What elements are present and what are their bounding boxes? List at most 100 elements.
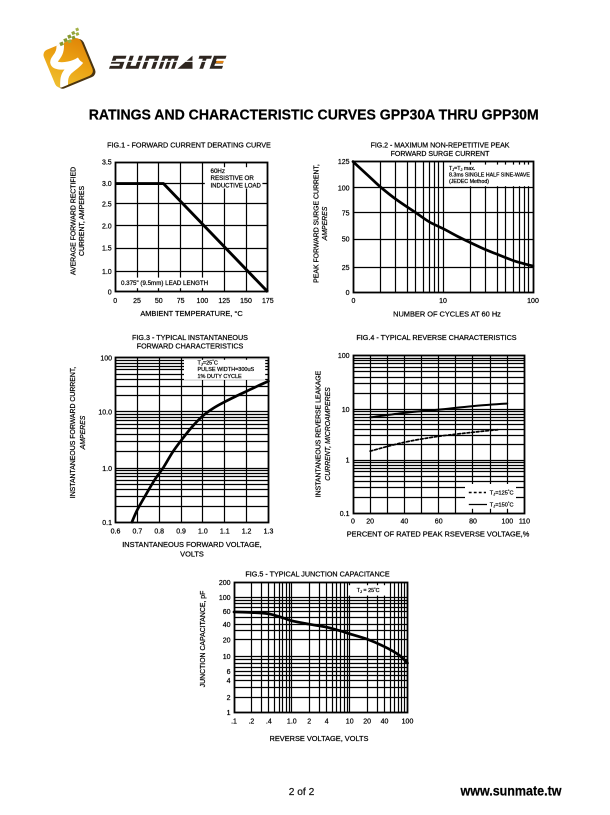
svg-text:25: 25 (342, 265, 350, 272)
svg-text:2 of 2: 2 of 2 (289, 787, 315, 798)
svg-text:INSTANTANEOUS REVERSE LEAKAGE: INSTANTANEOUS REVERSE LEAKAGE (316, 370, 323, 497)
svg-text:200: 200 (219, 580, 231, 587)
svg-text:www.sunmate.tw: www.sunmate.tw (460, 783, 562, 799)
svg-text:50: 50 (155, 298, 163, 305)
svg-text:60: 60 (435, 519, 443, 526)
svg-text:REVERSE VOLTAGE, VOLTS: REVERSE VOLTAGE, VOLTS (270, 734, 369, 743)
svg-text:FIG.3 - TYPICAL INSTANTANEOUS: FIG.3 - TYPICAL INSTANTANEOUS (132, 333, 248, 342)
svg-text:10: 10 (439, 298, 447, 305)
svg-text:PERCENT OF RATED PEAK RSEVERSE: PERCENT OF RATED PEAK RSEVERSE VOLTAGE,% (347, 530, 530, 539)
svg-text:0.6: 0.6 (111, 529, 121, 536)
svg-text:CURRENT, AMPERES: CURRENT, AMPERES (79, 186, 86, 256)
svg-text:RATINGS AND CHARACTERISTIC CUR: RATINGS AND CHARACTERISTIC CURVES GPP30A… (89, 107, 539, 124)
svg-text:100: 100 (527, 298, 539, 305)
svg-text:100: 100 (402, 719, 414, 726)
svg-text:100: 100 (219, 595, 231, 602)
svg-text:0: 0 (346, 290, 350, 297)
svg-text:AMPERES: AMPERES (322, 206, 329, 241)
svg-text:8.3ms SINGLE HALF SINE-WAVE: 8.3ms SINGLE HALF SINE-WAVE (449, 172, 530, 178)
svg-text:RESISTIVE OR: RESISTIVE OR (211, 175, 255, 182)
svg-text:FIG.4 - TYPICAL REVERSE CHARAC: FIG.4 - TYPICAL REVERSE CHARACTERISTICS (356, 333, 516, 342)
svg-text:1.0: 1.0 (102, 466, 112, 473)
svg-text:125: 125 (218, 298, 230, 305)
svg-text:100: 100 (501, 519, 513, 526)
svg-text:NUMBER OF CYCLES AT 60 Hz: NUMBER OF CYCLES AT 60 Hz (393, 310, 501, 319)
svg-text:20: 20 (363, 719, 371, 726)
svg-text:FIG.1 - FORWARD CURRENT DERATI: FIG.1 - FORWARD CURRENT DERATING CURVE (107, 141, 271, 150)
svg-text:FORWARD SURGE CURRENT: FORWARD SURGE CURRENT (391, 151, 491, 158)
svg-text:INDUCTIVE LOAD: INDUCTIVE LOAD (211, 183, 262, 189)
svg-text:AMBIENT TEMPERATURE, °C: AMBIENT TEMPERATURE, °C (140, 309, 243, 318)
svg-text:FIG.2 - MAXIMUM NON-REPETITIVE: FIG.2 - MAXIMUM NON-REPETITIVE PEAK (371, 143, 510, 150)
svg-text:TJ=125°C: TJ=125°C (490, 489, 514, 497)
svg-text:75: 75 (342, 210, 350, 217)
svg-text:.2: .2 (248, 719, 254, 726)
svg-text:0.7: 0.7 (133, 529, 143, 536)
svg-text:40: 40 (401, 519, 409, 526)
svg-text:PULSE WIDTH=300uS: PULSE WIDTH=300uS (198, 367, 255, 373)
svg-text:(JEDEC Method): (JEDEC Method) (449, 179, 489, 185)
svg-text:0.1: 0.1 (340, 511, 350, 518)
svg-text:0.1: 0.1 (102, 520, 112, 527)
svg-text:0.375" (9.5mm) LEAD LENGTH: 0.375" (9.5mm) LEAD LENGTH (121, 280, 208, 287)
svg-text:1.0: 1.0 (287, 719, 297, 726)
svg-text:10: 10 (342, 407, 350, 414)
svg-text:0: 0 (113, 298, 117, 305)
svg-text:FIG.5 - TYPICAL JUNCTION CAPAC: FIG.5 - TYPICAL JUNCTION CAPACITANCE (245, 570, 390, 579)
svg-text:2: 2 (227, 695, 231, 702)
svg-text:FORWARD CHARACTERISTICS: FORWARD CHARACTERISTICS (137, 342, 244, 351)
svg-text:3.5: 3.5 (102, 160, 112, 167)
svg-text:2: 2 (307, 719, 311, 726)
svg-text:75: 75 (177, 298, 185, 305)
svg-text:AMPERES: AMPERES (80, 415, 87, 450)
svg-text:150: 150 (240, 298, 252, 305)
svg-text:TJ=150°C: TJ=150°C (490, 501, 514, 509)
svg-text:0: 0 (352, 298, 356, 305)
svg-text:100: 100 (197, 298, 209, 305)
svg-text:AVERAGE FORWARD RECTIFIED: AVERAGE FORWARD RECTIFIED (70, 167, 77, 275)
svg-text:40: 40 (381, 719, 389, 726)
svg-text:125: 125 (338, 159, 350, 166)
svg-text:PEAK FORWARD SURGE CURRENT,: PEAK FORWARD SURGE CURRENT, (313, 164, 320, 283)
svg-text:1% DUTY CYCLE: 1% DUTY CYCLE (198, 374, 243, 380)
svg-text:100: 100 (338, 353, 350, 360)
svg-text:1.2: 1.2 (242, 529, 252, 536)
svg-text:1.1: 1.1 (220, 529, 230, 536)
svg-text:CURRENT, MICROAMPERES: CURRENT, MICROAMPERES (325, 387, 332, 481)
svg-text:1: 1 (346, 458, 350, 465)
svg-text:0: 0 (108, 290, 112, 297)
svg-text:3.0: 3.0 (102, 181, 112, 188)
svg-text:.1: .1 (231, 719, 237, 726)
svg-text:2.0: 2.0 (102, 223, 112, 230)
svg-text:1.5: 1.5 (102, 246, 112, 253)
svg-text:175: 175 (262, 298, 274, 305)
svg-text:100: 100 (338, 185, 350, 192)
svg-text:60Hz: 60Hz (211, 168, 225, 175)
svg-text:TJ=TJ max.: TJ=TJ max. (449, 166, 475, 172)
svg-text:0: 0 (351, 519, 355, 526)
svg-text:6: 6 (227, 669, 231, 676)
svg-text:INSTANTANEOUS FORWARD VOLTAGE,: INSTANTANEOUS FORWARD VOLTAGE, (122, 540, 261, 549)
svg-text:TJ = 25°C: TJ = 25°C (357, 586, 380, 594)
svg-text:10: 10 (346, 719, 354, 726)
svg-text:0.8: 0.8 (154, 529, 164, 536)
svg-text:4: 4 (325, 719, 329, 726)
svg-text:TJ=25°C: TJ=25°C (198, 359, 218, 367)
svg-text:20: 20 (366, 519, 374, 526)
svg-text:10: 10 (223, 654, 231, 661)
svg-text:60: 60 (223, 609, 231, 616)
svg-text:25: 25 (133, 298, 141, 305)
svg-text:110: 110 (519, 519, 530, 526)
svg-text:JUNCTION CAPACITANCE, pF: JUNCTION CAPACITANCE, pF (200, 591, 207, 688)
svg-text:10.0: 10.0 (98, 409, 112, 416)
svg-text:0.9: 0.9 (176, 529, 186, 536)
svg-text:20: 20 (223, 637, 231, 644)
svg-text:1.0: 1.0 (198, 529, 208, 536)
svg-text:1.0: 1.0 (102, 269, 112, 276)
svg-text:1.3: 1.3 (264, 529, 274, 536)
svg-text:4: 4 (227, 678, 231, 685)
svg-text:2.5: 2.5 (102, 201, 112, 208)
svg-text:50: 50 (342, 237, 350, 244)
svg-text:100: 100 (100, 355, 112, 362)
svg-text:40: 40 (223, 622, 231, 629)
